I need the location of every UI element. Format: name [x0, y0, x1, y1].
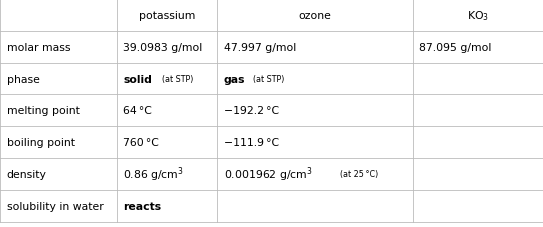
Text: reacts: reacts	[123, 201, 161, 211]
Text: ozone: ozone	[299, 11, 331, 21]
Text: 0.86 g/cm$^3$: 0.86 g/cm$^3$	[123, 165, 184, 183]
Text: (at STP): (at STP)	[162, 75, 193, 84]
Text: (at STP): (at STP)	[253, 75, 285, 84]
Text: −111.9 °C: −111.9 °C	[224, 138, 279, 148]
Text: 760 °C: 760 °C	[123, 138, 159, 148]
Text: melting point: melting point	[7, 106, 79, 116]
Text: potassium: potassium	[139, 11, 195, 21]
Text: solid: solid	[123, 74, 152, 84]
Text: 39.0983 g/mol: 39.0983 g/mol	[123, 42, 203, 52]
Text: (at 25 °C): (at 25 °C)	[340, 170, 378, 179]
Text: 64 °C: 64 °C	[123, 106, 152, 116]
Text: KO$_{3}$: KO$_{3}$	[467, 9, 489, 23]
Text: 47.997 g/mol: 47.997 g/mol	[224, 42, 296, 52]
Text: gas: gas	[224, 74, 245, 84]
Text: 0.001962 g/cm$^3$: 0.001962 g/cm$^3$	[224, 165, 313, 183]
Text: density: density	[7, 169, 46, 179]
Text: molar mass: molar mass	[7, 42, 70, 52]
Text: 87.095 g/mol: 87.095 g/mol	[419, 42, 491, 52]
Text: phase: phase	[7, 74, 40, 84]
Text: solubility in water: solubility in water	[7, 201, 103, 211]
Text: −192.2 °C: −192.2 °C	[224, 106, 279, 116]
Text: boiling point: boiling point	[7, 138, 74, 148]
